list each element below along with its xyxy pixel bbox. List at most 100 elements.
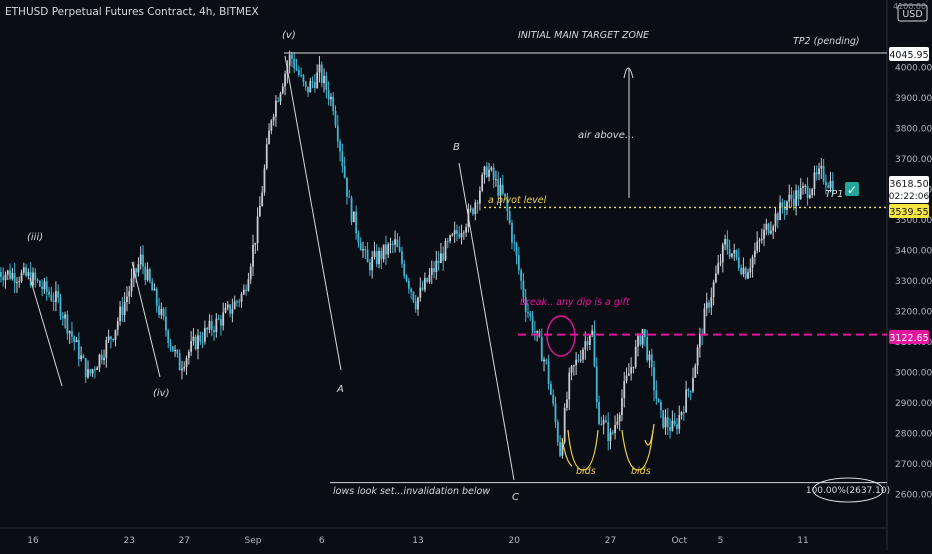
candle-body (171, 346, 174, 352)
time-tick-label: 27 (605, 536, 616, 546)
candle-body (804, 185, 807, 187)
candle-body (442, 253, 445, 261)
candle-body (694, 365, 697, 378)
candle-body (77, 339, 80, 360)
candle-body (825, 181, 827, 186)
candle-body (472, 208, 474, 214)
price-tick-label: 3900.00 (895, 94, 932, 104)
candle-body (712, 282, 715, 298)
candle-body (4, 274, 7, 281)
candle-body (497, 179, 500, 196)
candle-body (602, 420, 605, 425)
candle-body (132, 268, 135, 279)
candle-body (575, 359, 578, 366)
candle-body (199, 335, 202, 342)
candle-body (593, 330, 596, 367)
candle-body (669, 427, 671, 431)
candle-body (815, 172, 818, 175)
candle-body (103, 357, 105, 360)
time-tick-label: 5 (718, 536, 724, 546)
bids-label-2: bids (631, 466, 651, 477)
price-tick-label: 2900.00 (895, 399, 932, 409)
candle-body (139, 254, 142, 265)
candle-body (352, 211, 355, 223)
currency-badge[interactable] (897, 4, 928, 22)
candle-body (731, 253, 733, 257)
candle-body (508, 211, 511, 223)
candle-body (160, 308, 163, 315)
candle-body (607, 422, 610, 441)
candle-body (460, 233, 463, 238)
candle-body (357, 233, 360, 243)
candle-body (705, 302, 708, 309)
candle-body (811, 189, 814, 195)
candle-body (279, 93, 282, 102)
candle-body (396, 239, 399, 247)
candle-body (297, 69, 300, 75)
candle-body (210, 320, 213, 331)
wave-v-label: (v) (282, 30, 296, 41)
candle-body (18, 281, 21, 283)
candle-body (556, 422, 559, 442)
candle-body (827, 185, 830, 188)
candle-body (543, 359, 545, 362)
candle-body (194, 336, 197, 350)
candle-body (446, 240, 449, 242)
candle-body (437, 260, 440, 264)
candle-body (100, 354, 103, 360)
candle-body (187, 351, 190, 358)
candle-body (165, 316, 167, 331)
time-tick-label: 16 (27, 536, 39, 546)
price-axis[interactable]: 2600.002700.002800.002900.003000.003100.… (895, 64, 932, 501)
bids-cup-1b (561, 437, 573, 467)
candle-body (513, 242, 516, 244)
price-tick-label: 3200.00 (895, 308, 932, 318)
candle-body (506, 196, 509, 212)
candle-body (45, 281, 48, 292)
candle-body (64, 314, 66, 319)
candle-body (478, 190, 481, 204)
candle-body (151, 281, 154, 291)
candle-body (307, 86, 309, 93)
candle-body (623, 381, 626, 399)
candle-body (2, 276, 5, 281)
candle-body (772, 226, 775, 231)
candle-body (240, 294, 243, 302)
candle-body (740, 268, 743, 275)
candle-body (71, 331, 73, 337)
candle-body (330, 96, 332, 100)
candle-body (13, 273, 16, 283)
price-tick-label: 3000.00 (895, 369, 932, 379)
candle-body (135, 268, 138, 273)
candle-body (93, 369, 96, 371)
candle-body (582, 349, 584, 360)
candle-body (717, 263, 720, 274)
candle-body (185, 357, 188, 368)
candle-body (781, 202, 784, 208)
candle-body (737, 257, 740, 269)
candle-body (126, 296, 128, 302)
candle-body (6, 270, 9, 275)
bids-cup-1 (567, 429, 599, 471)
candle-body (245, 289, 248, 291)
candle-body (568, 372, 571, 400)
candle-body (38, 280, 41, 287)
candle-body (749, 267, 752, 273)
candle-body (449, 235, 451, 242)
candle-body (364, 249, 367, 251)
candle-body (226, 304, 229, 308)
candle-body (389, 243, 392, 245)
candle-body (572, 365, 575, 367)
candle-body (609, 432, 612, 441)
breakout-price-tag (889, 330, 929, 344)
candle-body (208, 320, 211, 330)
price-tick-label: 4000.00 (895, 64, 932, 74)
time-axis[interactable]: 16 23 27 Sep 6 13 20 27 Oct 5 11 (27, 536, 808, 546)
candle-body (559, 441, 561, 456)
candle-body (524, 297, 527, 313)
candle-body (112, 339, 115, 341)
candle-body (605, 420, 607, 423)
time-tick-label: Sep (245, 536, 262, 546)
candle-body (272, 116, 275, 121)
